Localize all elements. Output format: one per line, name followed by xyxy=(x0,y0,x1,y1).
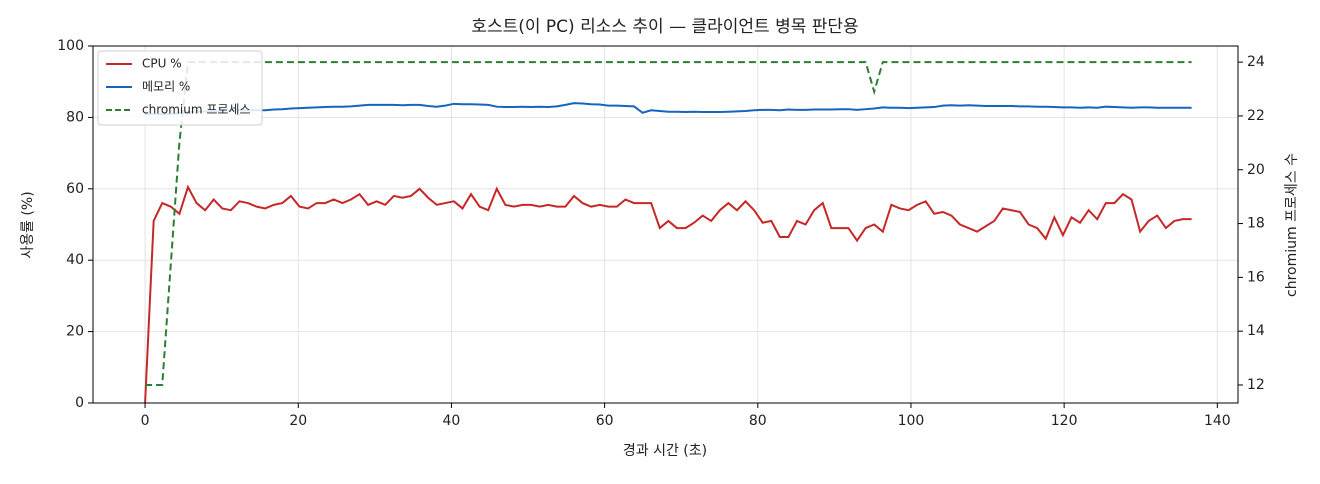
series-line xyxy=(145,102,1192,115)
y2-tick-label: 14 xyxy=(1247,323,1265,339)
y-axis-label: 사용률 (%) xyxy=(20,191,36,258)
x-tick-label: 100 xyxy=(898,413,925,429)
legend-label: CPU % xyxy=(142,57,182,71)
y-tick-label: 40 xyxy=(66,252,84,268)
x-tick-label: 60 xyxy=(596,413,614,429)
x-tick-label: 20 xyxy=(289,413,307,429)
y-tick-label: 60 xyxy=(66,181,84,197)
plot-frame xyxy=(92,45,1239,404)
legend: CPU % 메모리 % chromium 프로세스 xyxy=(97,50,263,126)
series-line xyxy=(144,184,1192,404)
y-tick-label: 80 xyxy=(66,109,84,125)
legend-box xyxy=(97,50,263,126)
legend-label: chromium 프로세스 xyxy=(142,103,251,117)
x-axis-label: 경과 시간 (초) xyxy=(623,443,707,459)
legend-label: 메모리 % xyxy=(142,80,190,94)
x-tick-label: 80 xyxy=(749,413,767,429)
y2-tick-label: 16 xyxy=(1247,269,1265,285)
y-tick-label: 0 xyxy=(75,395,84,411)
x-tick-label: 120 xyxy=(1051,413,1078,429)
y2-axis-label: chromium 프로세스 수 xyxy=(1284,153,1300,297)
y2-tick-label: 12 xyxy=(1247,377,1265,393)
x-tick-label: 0 xyxy=(141,413,150,429)
series-line xyxy=(145,61,1192,386)
x-tick-label: 40 xyxy=(443,413,461,429)
x-tick-label: 140 xyxy=(1204,413,1231,429)
y-tick-label: 100 xyxy=(57,38,84,54)
y-tick-label: 20 xyxy=(66,324,84,340)
y2-tick-label: 22 xyxy=(1247,108,1265,124)
y2-tick-label: 24 xyxy=(1247,54,1265,70)
y2-tick-label: 18 xyxy=(1247,216,1265,232)
y2-tick-label: 20 xyxy=(1247,162,1265,178)
chart-title: 호스트(이 PC) 리소스 추이 — 클라이언트 병목 판단용 xyxy=(471,17,858,37)
